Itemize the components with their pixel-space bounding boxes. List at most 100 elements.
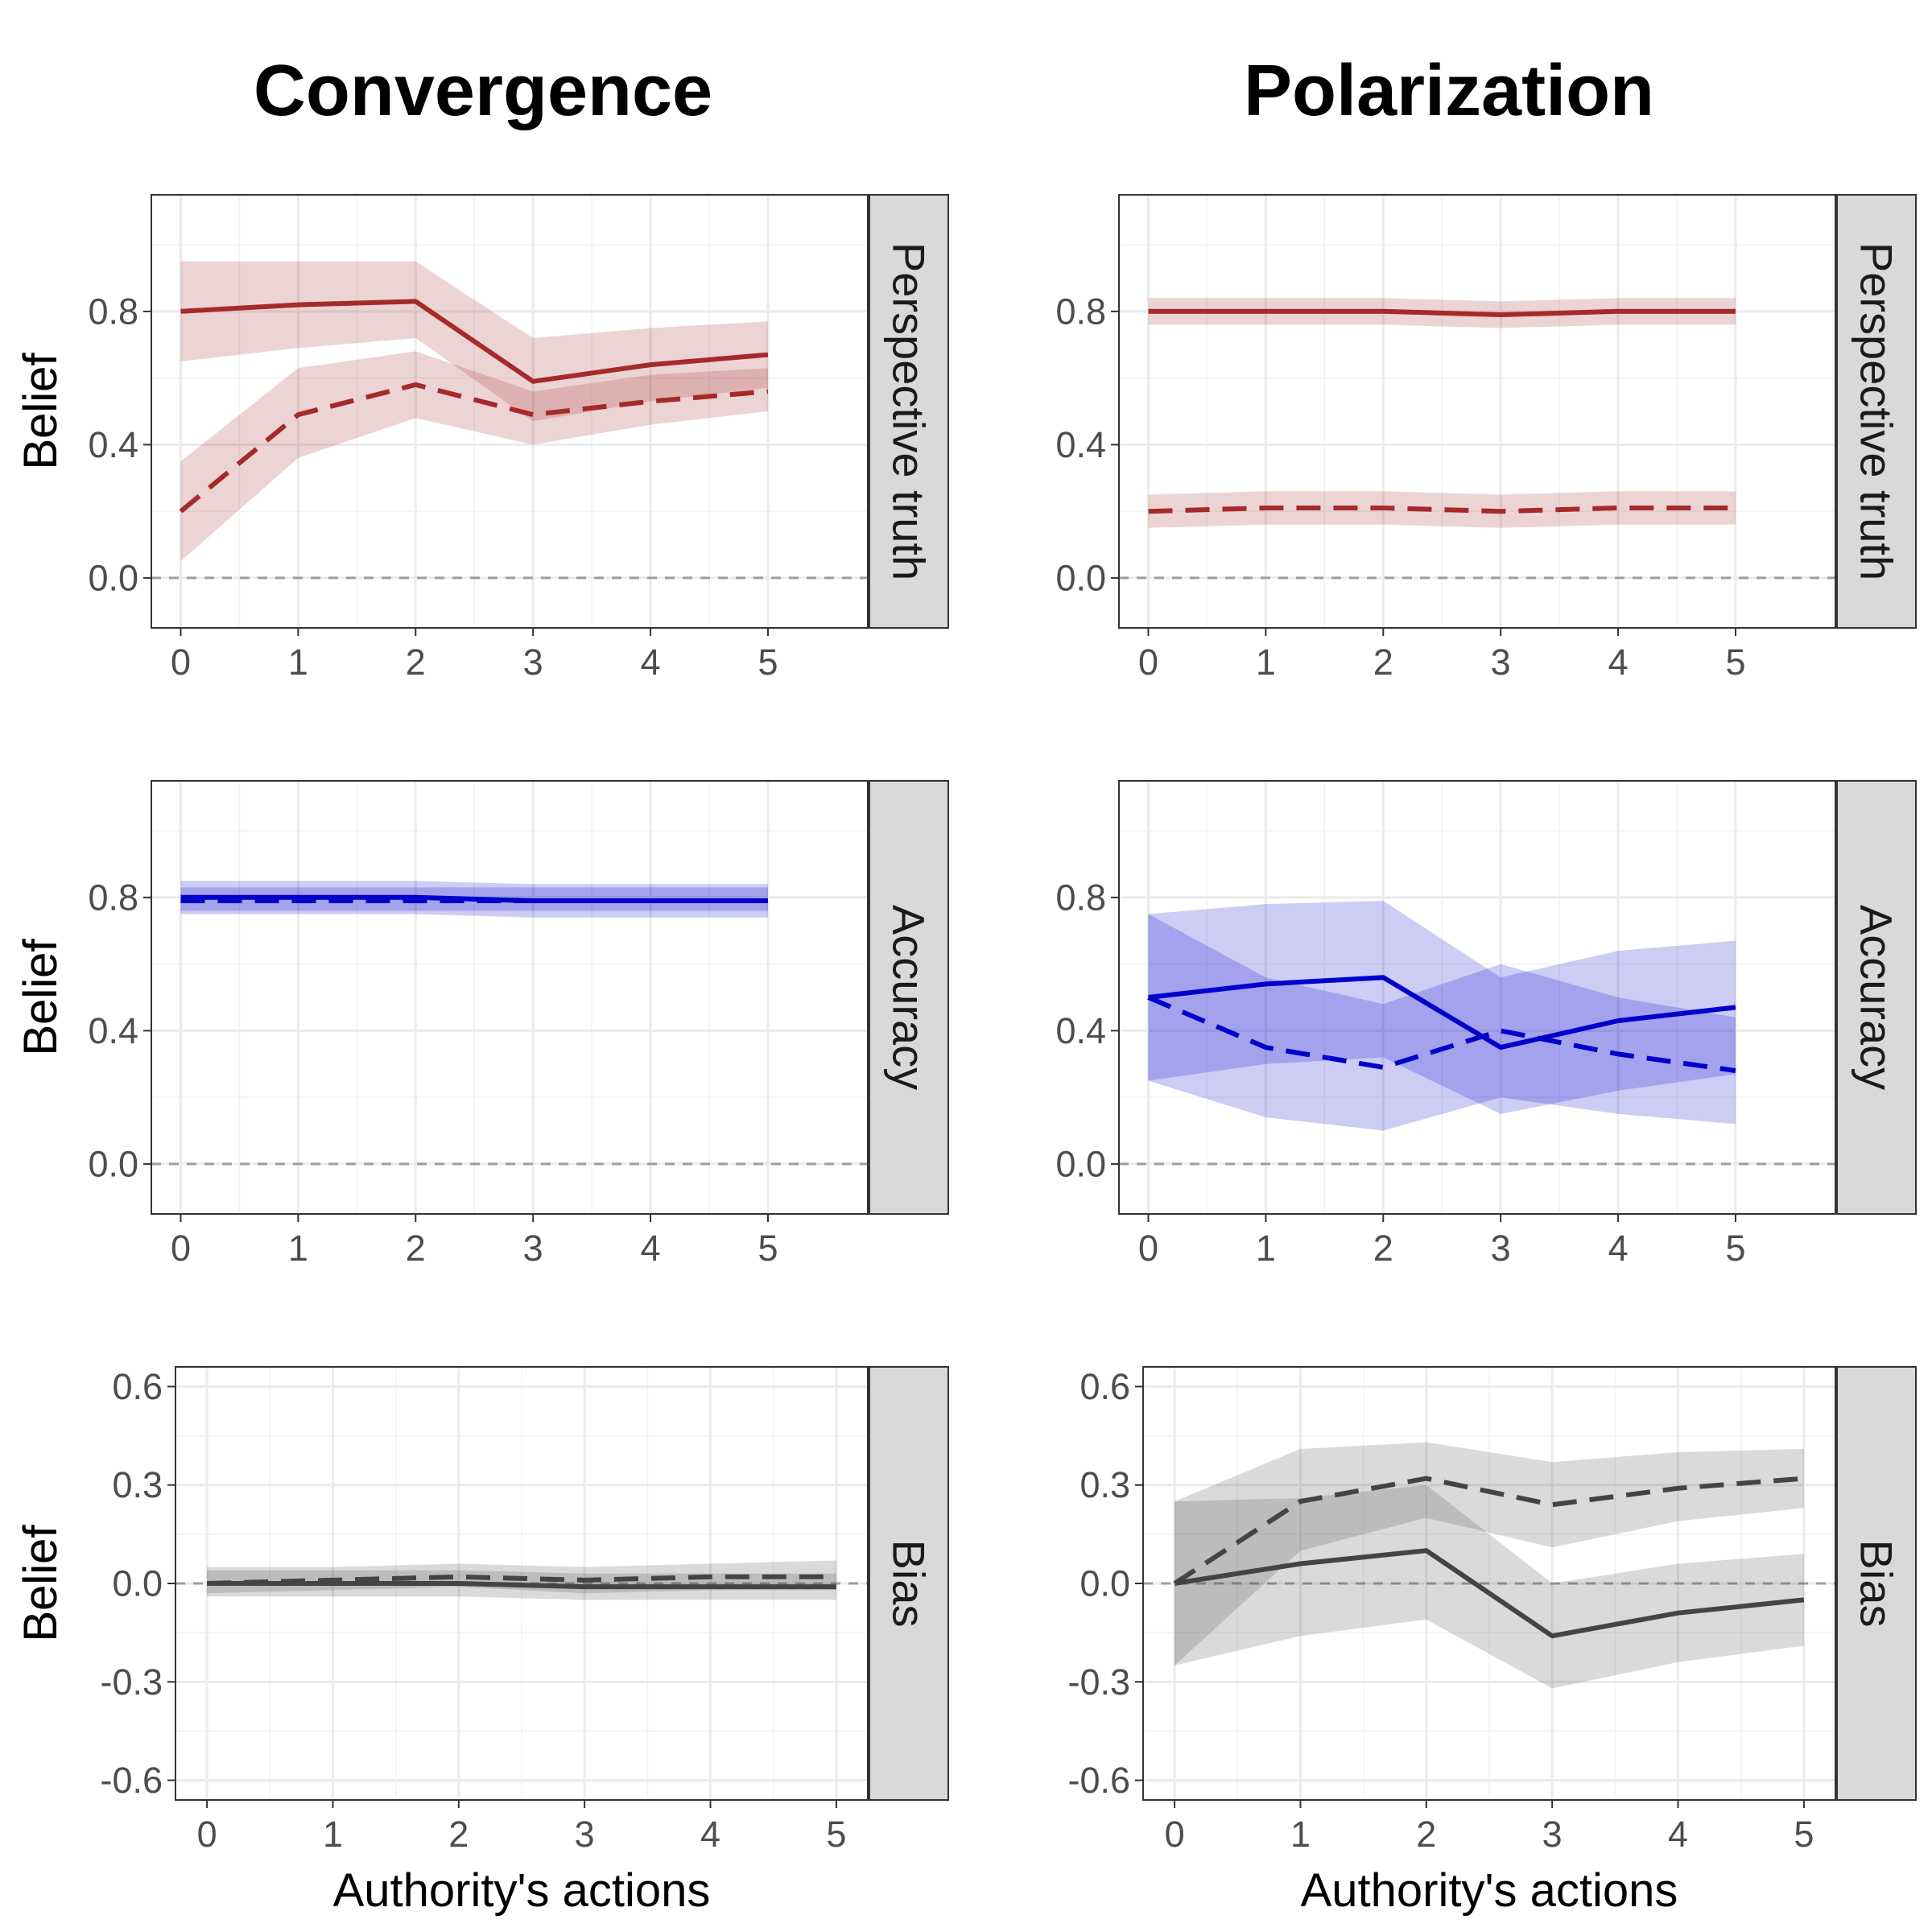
x-tick-label: 1 <box>288 642 308 683</box>
y-tick-label: 0.4 <box>1055 424 1106 465</box>
series-line-solid <box>207 1581 836 1590</box>
x-tick-label: 3 <box>575 1814 595 1855</box>
series-layer <box>1148 298 1736 528</box>
series-line-dashed <box>179 382 769 514</box>
x-tick-label: 3 <box>523 642 543 683</box>
y-tick-label: 0.6 <box>112 1366 163 1407</box>
strip-label: Accuracy <box>1852 905 1902 1090</box>
strip-background <box>1836 780 1917 1215</box>
panel-polarization-accuracy: Accuracy 0.0 0.4 0.8 0 1 2 3 4 5 Belief <box>14 780 1917 1269</box>
x-tick-label: 4 <box>641 642 661 683</box>
panel-border <box>1118 194 1836 629</box>
strip-label: Perspective truth <box>884 242 935 580</box>
y-axis-title: Belief <box>14 353 67 470</box>
x-tick-label: 3 <box>523 1228 543 1269</box>
y-tick-label: 0.4 <box>88 1010 138 1051</box>
panel-convergence-bias: Bias -0.6 -0.3 0.0 0.3 0.6 0 1 2 3 4 5 Belief Authori… <box>14 1366 949 1917</box>
y-tick-label: 0.0 <box>1055 1143 1106 1184</box>
y-tick-label: -0.6 <box>100 1760 163 1801</box>
panel-polarization-bias: Bias -0.6 -0.3 0.0 0.3 0.6 0 1 2 3 4 5 Belief Authori… <box>14 1366 1917 1917</box>
series-line-solid <box>1174 1548 1805 1639</box>
panel-border <box>151 194 869 629</box>
y-tick-label: 0.3 <box>1080 1464 1130 1505</box>
x-tick-label: 5 <box>758 642 778 683</box>
strip-background <box>1836 1366 1917 1801</box>
x-tick-label: 5 <box>1794 1814 1814 1855</box>
y-axis-title: Belief <box>14 1525 67 1642</box>
y-tick-label: 0.4 <box>88 424 138 465</box>
confidence-band-dashed <box>1174 1442 1804 1666</box>
series-line-dashed <box>1148 506 1736 514</box>
series-layer <box>1147 901 1736 1131</box>
y-tick-label: -0.3 <box>1067 1662 1130 1703</box>
gridlines <box>1119 781 1835 1214</box>
y-tick-label: -0.3 <box>100 1662 163 1703</box>
x-tick-label: 2 <box>448 1814 469 1855</box>
series-line-solid <box>180 299 769 384</box>
y-tick-label: 0.0 <box>88 557 138 598</box>
x-tick-label: 3 <box>1491 642 1511 683</box>
column-title-convergence: Convergence <box>254 51 712 131</box>
gridlines <box>1143 1367 1835 1800</box>
y-tick-label: 0.0 <box>1080 1563 1130 1604</box>
series-layer <box>207 1560 836 1600</box>
x-tick-label: 2 <box>1373 1228 1393 1269</box>
strip-background <box>869 1366 949 1801</box>
strip-label: Accuracy <box>884 905 935 1090</box>
confidence-band-solid <box>1174 1484 1804 1689</box>
x-tick-label: 2 <box>406 642 426 683</box>
plot-area <box>1119 781 1835 1214</box>
x-tick-label: 3 <box>1542 1814 1563 1855</box>
y-axis-title: Belief <box>14 939 67 1056</box>
x-axis-title: Authority's actions <box>333 1864 711 1917</box>
y-axis-title: Belief <box>14 1525 67 1642</box>
y-axis-title: Belief <box>14 939 67 1056</box>
confidence-band-dashed <box>1148 914 1736 1131</box>
y-tick-label: 0.3 <box>112 1464 163 1505</box>
x-tick-label: 1 <box>323 1814 343 1855</box>
x-tick-label: 5 <box>1725 642 1745 683</box>
y-tick-label: 0.0 <box>1055 557 1106 598</box>
plot-area <box>151 195 868 628</box>
strip-background <box>869 780 949 1215</box>
x-tick-label: 2 <box>1373 642 1393 683</box>
x-tick-label: 3 <box>1491 1228 1511 1269</box>
x-tick-label: 1 <box>288 1228 308 1269</box>
y-tick-label: 0.8 <box>88 291 138 332</box>
x-tick-label: 4 <box>641 1228 661 1269</box>
panel-border <box>1118 780 1836 1215</box>
strip-label: Bias <box>884 1540 935 1628</box>
series-line-dashed <box>1173 1476 1805 1586</box>
x-tick-label: 0 <box>1138 642 1158 683</box>
plot-area <box>151 781 868 1214</box>
x-tick-label: 4 <box>1668 1814 1688 1855</box>
y-tick-label: 0.6 <box>1080 1366 1130 1407</box>
x-tick-label: 2 <box>406 1228 426 1269</box>
x-tick-label: 0 <box>1138 1228 1158 1269</box>
x-tick-label: 0 <box>197 1814 217 1855</box>
panel-border <box>151 780 869 1215</box>
x-tick-label: 1 <box>1256 642 1276 683</box>
gridlines <box>1119 195 1835 628</box>
series-line-dashed <box>1147 995 1736 1073</box>
confidence-band-solid <box>1148 901 1736 1114</box>
x-tick-label: 4 <box>1608 642 1629 683</box>
x-tick-label: 5 <box>826 1814 846 1855</box>
y-tick-label: 0.0 <box>88 1143 138 1184</box>
plot-area <box>1119 195 1835 628</box>
panel-polarization-perspective-truth: Perspective truth 0.0 0.4 0.8 0 1 2 3 4 5 Belief <box>14 194 1917 683</box>
x-tick-label: 5 <box>1725 1228 1745 1269</box>
series-line-solid <box>1148 308 1736 317</box>
y-tick-label: 0.4 <box>1055 1010 1106 1051</box>
y-tick-label: 0.8 <box>88 877 138 918</box>
x-tick-label: 4 <box>1608 1228 1629 1269</box>
series-layer <box>1173 1442 1805 1689</box>
panel-convergence-accuracy: Accuracy 0.0 0.4 0.8 0 1 2 3 4 5 Belief <box>14 780 949 1269</box>
x-tick-label: 1 <box>1290 1814 1311 1855</box>
series-layer <box>180 881 768 918</box>
x-tick-label: 0 <box>171 642 191 683</box>
x-tick-label: 2 <box>1416 1814 1436 1855</box>
panel-convergence-perspective-truth: Perspective truth 0.0 0.4 0.8 0 1 2 3 4 5 Belief <box>14 194 949 683</box>
strip-background <box>869 194 949 629</box>
